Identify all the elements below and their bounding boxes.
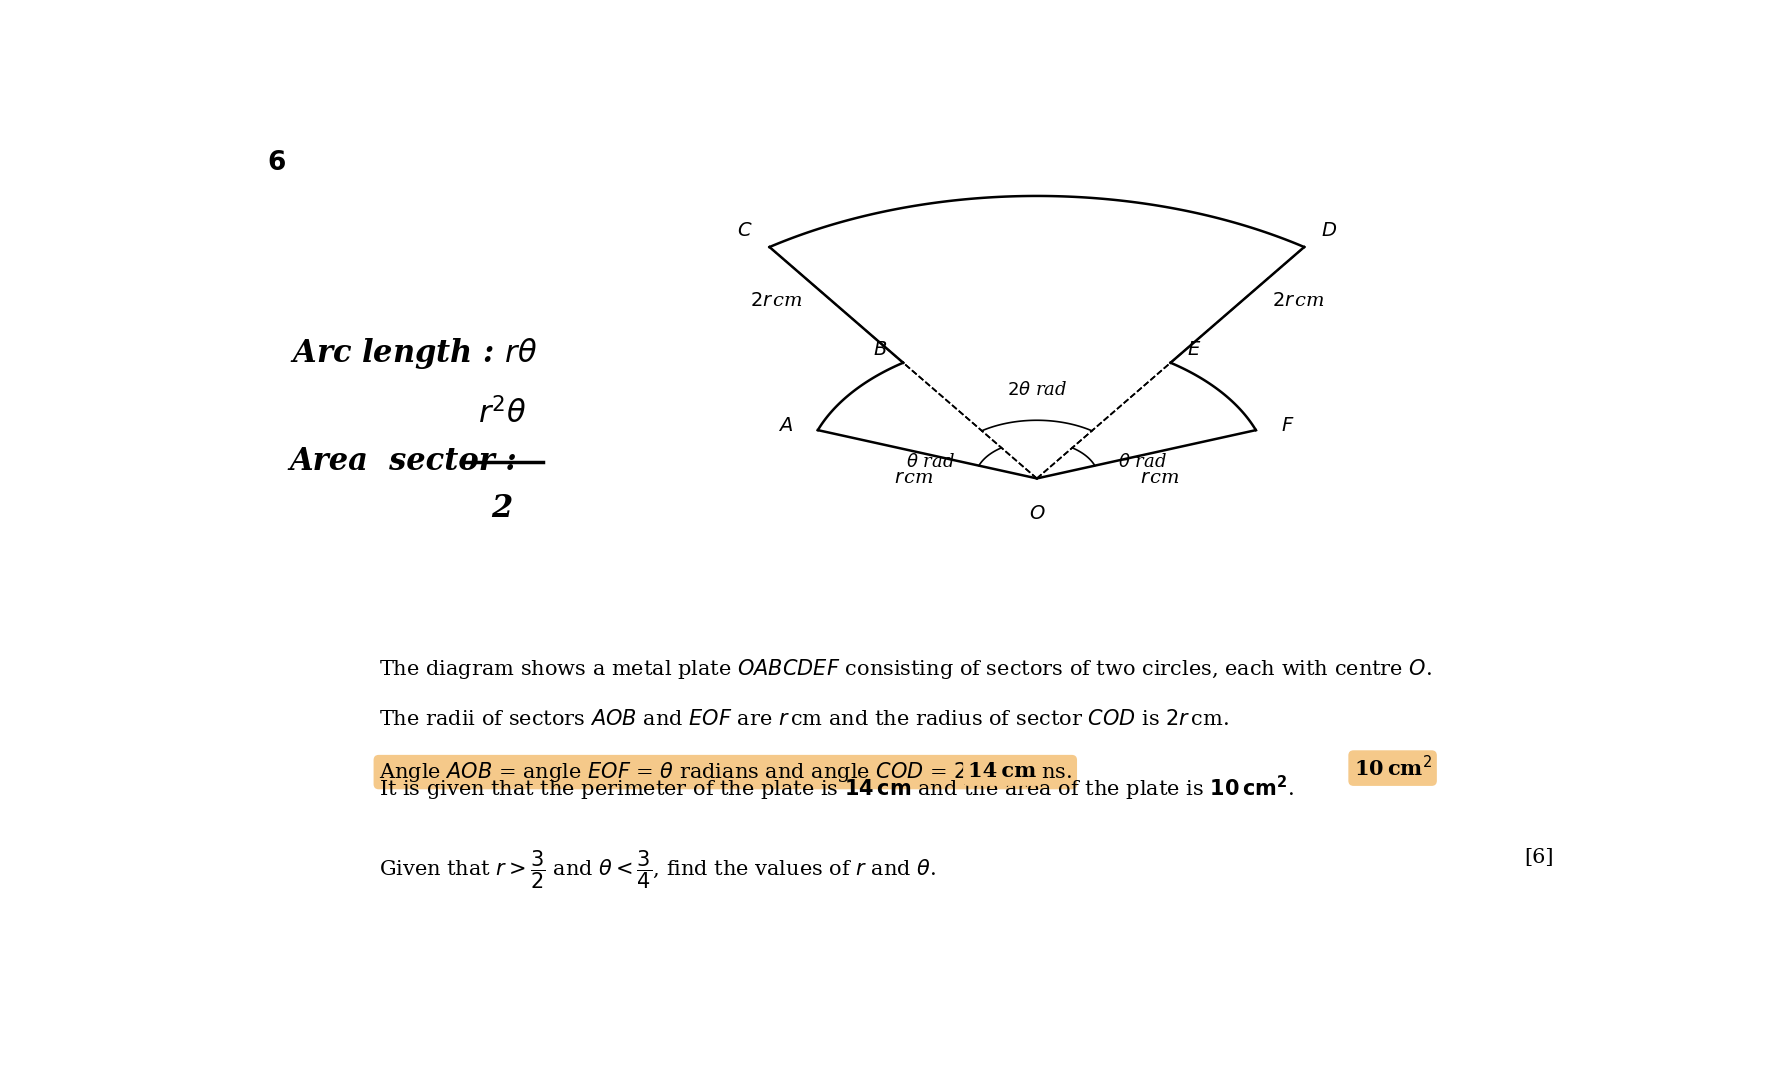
Text: $\theta$ rad: $\theta$ rad: [1118, 453, 1168, 470]
Text: $F$: $F$: [1281, 416, 1293, 435]
Text: $2r$ cm: $2r$ cm: [750, 291, 801, 310]
Text: The radii of sectors $AOB$ and $EOF$ are $r\,$cm and the radius of sector $COD$ : The radii of sectors $AOB$ and $EOF$ are…: [379, 709, 1229, 728]
Text: $r$ cm: $r$ cm: [893, 469, 934, 488]
Text: $O$: $O$: [1028, 505, 1045, 523]
Text: 14 cm: 14 cm: [968, 761, 1037, 781]
Text: It is given that the perimeter of the plate is $\mathbf{14\,cm}$ and the area of: It is given that the perimeter of the pl…: [379, 774, 1293, 803]
Text: 2: 2: [492, 493, 513, 524]
Text: The diagram shows a metal plate $OABCDEF$ consisting of sectors of two circles, : The diagram shows a metal plate $OABCDEF…: [379, 657, 1431, 681]
Text: $2r$ cm: $2r$ cm: [1272, 291, 1323, 310]
Text: $D$: $D$: [1321, 222, 1337, 241]
Text: Area  sector :: Area sector :: [290, 447, 517, 477]
Text: $A$: $A$: [778, 416, 793, 435]
Text: $E$: $E$: [1187, 341, 1201, 358]
Text: 6: 6: [267, 150, 287, 176]
Text: Given that $r > \dfrac{3}{2}$ and $\theta < \dfrac{3}{4}$, find the values of $r: Given that $r > \dfrac{3}{2}$ and $\thet…: [379, 848, 936, 890]
Text: 10 cm$^2$: 10 cm$^2$: [1353, 755, 1431, 781]
Text: Angle $AOB$ = angle $EOF$ = $\theta$ radians and angle $COD$ = $2\theta$ radians: Angle $AOB$ = angle $EOF$ = $\theta$ rad…: [379, 760, 1072, 784]
Text: $r^2\theta$: $r^2\theta$: [478, 398, 527, 431]
Text: $C$: $C$: [738, 222, 754, 241]
Text: [6]: [6]: [1525, 848, 1553, 868]
Text: $\theta$ rad: $\theta$ rad: [906, 453, 955, 470]
Text: $2\theta$ rad: $2\theta$ rad: [1007, 382, 1067, 399]
Text: $r$ cm: $r$ cm: [1139, 469, 1180, 488]
Text: Arc length : $r\theta$: Arc length : $r\theta$: [290, 337, 536, 371]
Text: $B$: $B$: [872, 341, 886, 358]
